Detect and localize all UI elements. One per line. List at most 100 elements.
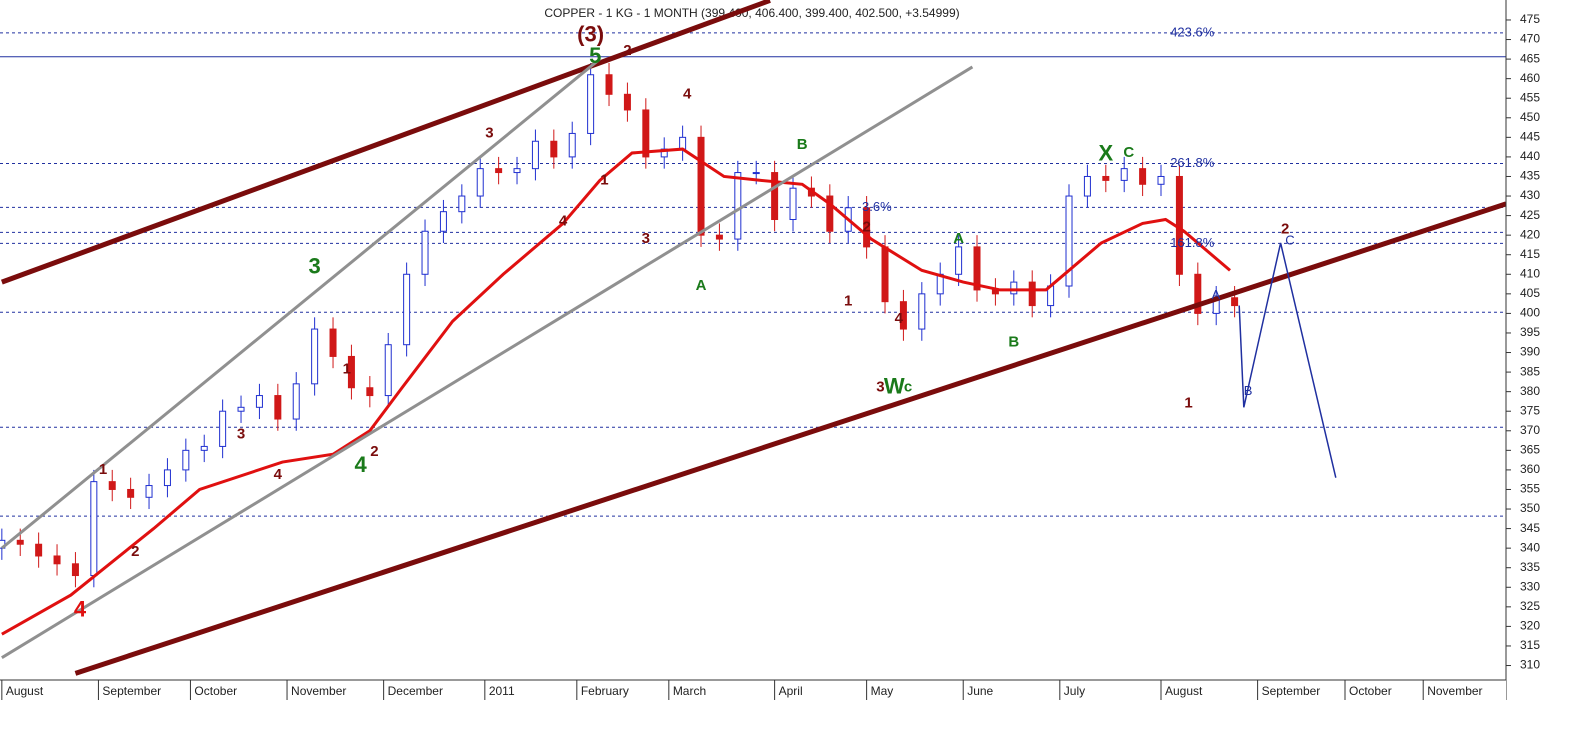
candle-body <box>366 387 374 397</box>
candle-body <box>1194 273 1202 314</box>
x-tick-label: October <box>194 684 237 698</box>
x-tick-label: May <box>871 684 894 698</box>
candle-body <box>200 445 208 451</box>
y-tick-label: 415 <box>1520 247 1540 261</box>
wave-label: 1 <box>99 461 107 478</box>
candle-body <box>182 449 190 471</box>
candle-body <box>679 136 687 150</box>
y-tick-label: 400 <box>1520 306 1540 320</box>
y-tick-label: 385 <box>1520 364 1540 378</box>
x-tick-label: March <box>673 684 706 698</box>
y-tick-label: 355 <box>1520 482 1540 496</box>
candle-body <box>568 132 576 158</box>
candle-body <box>108 481 116 490</box>
candle-body <box>789 187 797 221</box>
candle-body <box>439 211 447 232</box>
candle-body <box>587 74 595 134</box>
wave-label: 4 <box>683 85 692 102</box>
candle-body <box>1231 297 1239 307</box>
wave-label: W <box>884 374 905 399</box>
y-tick-label: 455 <box>1520 90 1540 104</box>
y-tick-label: 405 <box>1520 286 1540 300</box>
wave-label: 161.8% <box>1170 235 1215 250</box>
y-tick-label: 315 <box>1520 638 1540 652</box>
y-tick-label: 325 <box>1520 599 1540 613</box>
candle-body <box>1120 168 1128 181</box>
candle-body <box>311 328 319 385</box>
wave-label: B <box>1008 333 1019 350</box>
x-tick-label: August <box>6 684 44 698</box>
candle-body <box>623 93 631 111</box>
x-tick-label: June <box>967 684 993 698</box>
y-tick-label: 380 <box>1520 384 1540 398</box>
wave-label: 2 <box>862 218 870 235</box>
candle-body <box>53 555 61 565</box>
wave-label: c <box>904 379 912 396</box>
wave-label: C <box>1123 144 1134 161</box>
candle-body <box>35 543 43 557</box>
wave-label: 1 <box>1184 394 1192 411</box>
wave-label: 1 <box>844 293 852 310</box>
y-tick-label: 465 <box>1520 51 1540 65</box>
trendline <box>0 57 601 550</box>
wave-label: A <box>696 277 707 294</box>
candle-body <box>752 172 760 175</box>
wave-label: 4 <box>559 212 568 229</box>
candle-body <box>329 328 337 357</box>
wave-label: B <box>1244 383 1253 398</box>
x-tick-label: 2011 <box>489 684 515 698</box>
y-tick-label: 395 <box>1520 325 1540 339</box>
y-tick-label: 435 <box>1520 169 1540 183</box>
y-tick-label: 375 <box>1520 403 1540 417</box>
wave-label: 1 <box>343 360 351 377</box>
candle-body <box>1083 175 1091 197</box>
candle-body <box>476 168 484 197</box>
wave-label: 2 <box>1281 220 1289 237</box>
y-tick-label: 450 <box>1520 110 1540 124</box>
candle-body <box>219 410 227 447</box>
moving-average <box>1 147 1231 636</box>
y-tick-label: 445 <box>1520 130 1540 144</box>
wave-label: 5 <box>589 43 601 68</box>
y-tick-label: 430 <box>1520 188 1540 202</box>
axis-background <box>1506 0 1570 743</box>
candle-body <box>255 395 263 408</box>
wave-label: 2 <box>131 543 139 560</box>
trendline <box>1 65 974 659</box>
candle-body <box>531 140 539 170</box>
candle-body <box>71 563 79 577</box>
candle-body <box>421 230 429 275</box>
wave-label: 3 <box>237 426 245 443</box>
candle-body <box>697 136 705 236</box>
candle-body <box>237 406 245 412</box>
candle-body <box>771 172 779 221</box>
y-tick-label: 460 <box>1520 71 1540 85</box>
candle-body <box>495 168 503 174</box>
wave-label: 423.6% <box>1170 24 1215 39</box>
candle-body <box>274 395 282 420</box>
y-tick-label: 335 <box>1520 560 1540 574</box>
candle-body <box>899 301 907 330</box>
candle-body <box>918 293 926 330</box>
candle-body <box>163 469 171 487</box>
wave-label: 3.6% <box>862 199 892 214</box>
y-tick-label: 370 <box>1520 423 1540 437</box>
candle-body <box>550 140 558 158</box>
x-tick-label: September <box>102 684 161 698</box>
y-tick-label: 360 <box>1520 462 1540 476</box>
wave-label: C <box>1285 232 1294 247</box>
y-tick-label: 425 <box>1520 208 1540 222</box>
x-tick-label: October <box>1349 684 1392 698</box>
candle-body <box>715 234 723 240</box>
wave-label: A <box>1212 287 1221 302</box>
wave-label: A <box>953 230 964 247</box>
candle-body <box>16 539 24 545</box>
x-tick-label: July <box>1064 684 1085 698</box>
wave-label: 1 <box>600 171 608 188</box>
candle-body <box>1102 175 1110 181</box>
y-tick-label: 320 <box>1520 619 1540 633</box>
candle-body <box>605 74 613 95</box>
candle-body <box>1139 168 1147 185</box>
candle-body <box>1157 175 1165 185</box>
wave-label: B <box>797 136 808 153</box>
